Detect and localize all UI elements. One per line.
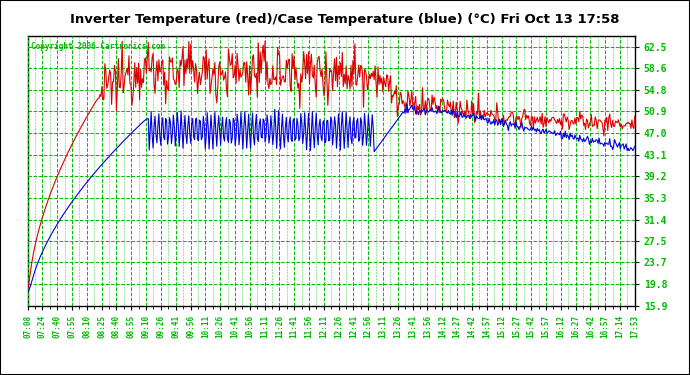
Text: Inverter Temperature (red)/Case Temperature (blue) (°C) Fri Oct 13 17:58: Inverter Temperature (red)/Case Temperat… <box>70 13 620 26</box>
Text: Copyright 2006 Cartronics.com: Copyright 2006 Cartronics.com <box>30 42 165 51</box>
